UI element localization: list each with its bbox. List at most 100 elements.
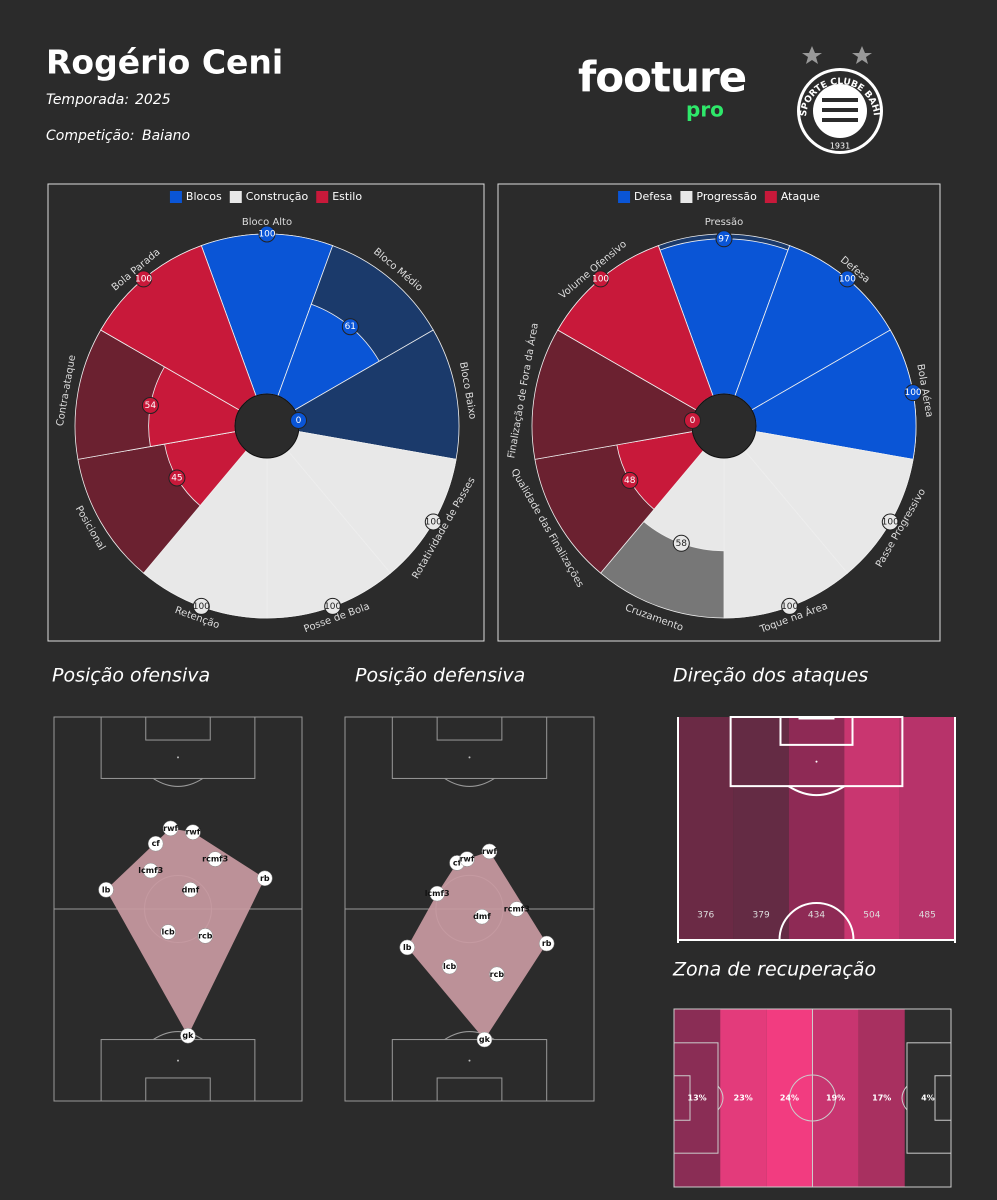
value-label: 100 — [781, 602, 798, 612]
penalty-arc — [152, 1031, 204, 1040]
player-dot — [142, 862, 159, 879]
six-yard-box — [436, 1077, 503, 1102]
zone-label: 17% — [872, 1094, 891, 1103]
player-dot — [257, 870, 273, 887]
value-badge — [258, 225, 276, 243]
player-label: cf — [152, 839, 161, 848]
player-dot — [459, 851, 475, 867]
legend-swatch — [680, 191, 693, 203]
player-dot — [489, 966, 505, 983]
player-label: gk — [479, 1035, 491, 1044]
zone — [844, 717, 900, 940]
player-label: dmf — [473, 912, 491, 921]
legend-label: Ataque — [781, 190, 820, 203]
section-title: Zona de recuperação — [672, 959, 876, 981]
player-dot — [476, 1031, 493, 1048]
six-yard-box — [934, 1075, 952, 1121]
player-dot — [180, 1027, 196, 1044]
chart-frame — [497, 183, 941, 642]
legend-swatch — [229, 191, 242, 203]
value-label: 100 — [135, 274, 152, 284]
player-dot — [509, 901, 525, 917]
value-label: 97 — [718, 234, 729, 244]
player-dot — [429, 885, 445, 902]
player-label: lcmf3 — [425, 889, 450, 898]
player-label: lcmf3 — [138, 866, 163, 875]
center-hole — [691, 393, 757, 459]
value-badge — [168, 469, 186, 487]
six-yard-box — [145, 716, 211, 741]
value-label: 100 — [425, 518, 442, 528]
zone — [674, 1009, 721, 1187]
player-dot — [160, 924, 176, 940]
value-label: 100 — [904, 388, 921, 398]
player-label: rcb — [198, 931, 213, 940]
value-badge — [341, 318, 359, 336]
value-badge — [838, 270, 856, 288]
six-yard-box — [673, 1075, 691, 1121]
player-dot — [538, 935, 555, 952]
zone — [720, 1009, 767, 1187]
legend-label: Blocos — [186, 190, 222, 203]
player-label: lcb — [161, 928, 174, 937]
section-title: Direção dos ataques — [673, 665, 868, 687]
value-badge — [881, 513, 899, 531]
player-label: rb — [542, 939, 552, 948]
zone — [904, 1009, 951, 1187]
value-badge — [290, 411, 308, 429]
penalty-spot — [815, 760, 818, 763]
value-label: 48 — [624, 476, 636, 486]
value-label: 100 — [324, 602, 341, 612]
value-label: 0 — [296, 416, 302, 426]
title: Rogério Ceni — [46, 43, 283, 82]
category-label: Bloco Alto — [242, 217, 292, 228]
legend-swatch — [618, 191, 631, 203]
legend-label: Construção — [246, 190, 309, 203]
six-yard-box — [436, 716, 503, 741]
player-dot — [182, 882, 199, 898]
player-label: gk — [182, 1031, 194, 1040]
penalty-arc — [152, 778, 204, 787]
formation-area — [106, 828, 265, 1036]
center-arc — [778, 902, 855, 941]
zone-label: 504 — [863, 911, 880, 921]
player-label: lb — [403, 943, 412, 952]
badge-stripes — [822, 98, 858, 122]
zone-label: 13% — [688, 1094, 707, 1103]
player-dot — [162, 820, 179, 837]
player-label: lb — [102, 885, 111, 894]
legend-label: Estilo — [332, 190, 362, 203]
legend: Blocos Construção Estilo — [169, 190, 362, 203]
season-label: Temporada: — [46, 92, 129, 108]
player-label: rcmf3 — [202, 855, 228, 864]
penalty-arc — [717, 1085, 724, 1111]
badge-year: 1931 — [830, 142, 850, 151]
center-hole — [234, 393, 300, 459]
badge-stars — [802, 46, 872, 64]
competition: Baiano — [142, 128, 190, 144]
legend-label: Progressão — [696, 190, 757, 203]
player-label: rwf — [163, 824, 178, 833]
logo: footure — [578, 53, 746, 102]
player-dot — [399, 939, 415, 956]
zone — [678, 717, 734, 940]
player-dot — [147, 835, 164, 852]
six-yard-box — [145, 1077, 211, 1102]
player-label: dmf — [182, 885, 200, 894]
value-badge — [672, 534, 690, 552]
penalty-spot — [177, 756, 179, 759]
player-dot — [207, 851, 223, 867]
zone-label: 485 — [919, 911, 936, 921]
penalty-arc — [901, 1085, 908, 1111]
zone-label: 23% — [734, 1094, 753, 1103]
penalty-spot — [468, 756, 471, 759]
zone-label: 376 — [697, 911, 714, 921]
value-label: 100 — [882, 518, 899, 528]
zone-label: 379 — [753, 911, 770, 921]
player-dot — [441, 958, 458, 975]
value-badge — [715, 230, 733, 248]
legend-swatch — [169, 191, 182, 203]
zone-label: 19% — [826, 1094, 845, 1103]
value-label: 100 — [592, 274, 609, 284]
section-title: Posição defensiva — [355, 665, 525, 687]
